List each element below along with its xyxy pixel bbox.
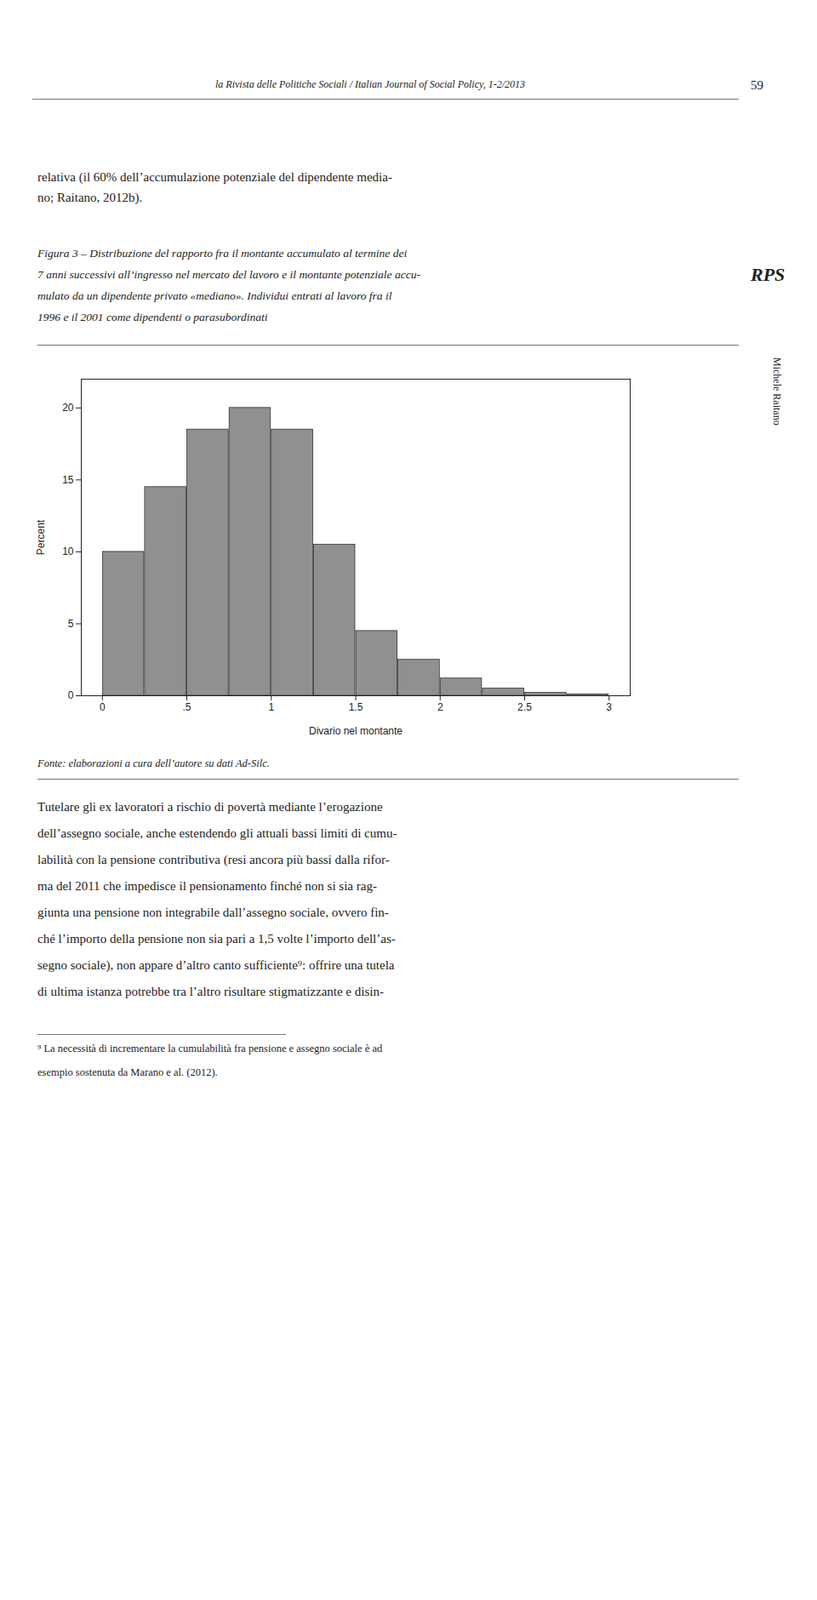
html-text:esempio sostenuta da Marano e: esempio sostenuta da Marano e al. (2012)… (37, 1066, 218, 1079)
html-text:di ultima istanza potrebbe tra: di ultima istanza potrebbe tra l’altro r… (37, 984, 384, 999)
html-text:ma del 2011 che impedisce il p: ma del 2011 che impedisce il pensionamen… (37, 879, 377, 893)
svg-text:Divario nel montante: Divario nel montante (308, 725, 403, 738)
svg-text:2: 2 (437, 701, 444, 714)
svg-text:.5: .5 (182, 701, 192, 714)
svg-text:0: 0 (68, 689, 75, 702)
html-text:la Rivista delle Politiche Soc: la Rivista delle Politiche Sociali / Ita… (215, 78, 526, 91)
html-text:labilità con la pensione contr: labilità con la pensione contributiva (r… (37, 852, 390, 867)
svg-text:Percent: Percent (34, 519, 47, 555)
html-text:relativa (il 60% dell’accumula: relativa (il 60% dell’accumulazione pote… (37, 170, 393, 184)
html-text:ché l’importo della pensione n: ché l’importo della pensione non sia par… (37, 931, 396, 946)
svg-text:1.5: 1.5 (348, 701, 364, 714)
html-text:59: 59 (750, 78, 764, 92)
html-text:dell’assegno sociale, anche es: dell’assegno sociale, anche estendendo g… (37, 826, 397, 840)
html-text:Fonte: elaborazioni a cura del: Fonte: elaborazioni a cura dell’autore s… (37, 757, 270, 770)
html-text:1996 e il 2001 come dipendenti: 1996 e il 2001 come dipendenti o parasub… (37, 310, 268, 324)
html-text:Tutelare gli ex lavoratori a r: Tutelare gli ex lavoratori a rischio di … (37, 799, 383, 814)
html-text:⁹ La necessità di incrementare: ⁹ La necessità di incrementare la cumula… (37, 1042, 383, 1055)
html-text:7 anni successivi all’ingresso: 7 anni successivi all’ingresso nel merca… (37, 268, 421, 281)
svg-text:20: 20 (62, 401, 75, 414)
svg-text:5: 5 (68, 617, 75, 630)
html-text:RPS: RPS (750, 263, 786, 286)
svg-text:15: 15 (62, 474, 75, 486)
html-text:Michele Raitano: Michele Raitano (771, 357, 783, 426)
html-text:no; Raitano, 2012b).: no; Raitano, 2012b). (37, 190, 143, 205)
html-text:giunta una pensione non integr: giunta una pensione non integrabile dall… (37, 905, 389, 920)
svg-text:1: 1 (268, 701, 275, 714)
svg-text:3: 3 (605, 701, 612, 714)
html-text:Figura 3 – Distribuzione del r: Figura 3 – Distribuzione del rapporto fr… (37, 246, 407, 260)
html-text:mulato da un dipendente privat: mulato da un dipendente privato «mediano… (37, 289, 392, 303)
svg-text:0: 0 (99, 701, 106, 714)
svg-text:10: 10 (62, 545, 75, 558)
svg-text:2.5: 2.5 (517, 701, 532, 714)
html-text:segno sociale), non appare d’a: segno sociale), non appare d’altro canto… (37, 958, 395, 972)
